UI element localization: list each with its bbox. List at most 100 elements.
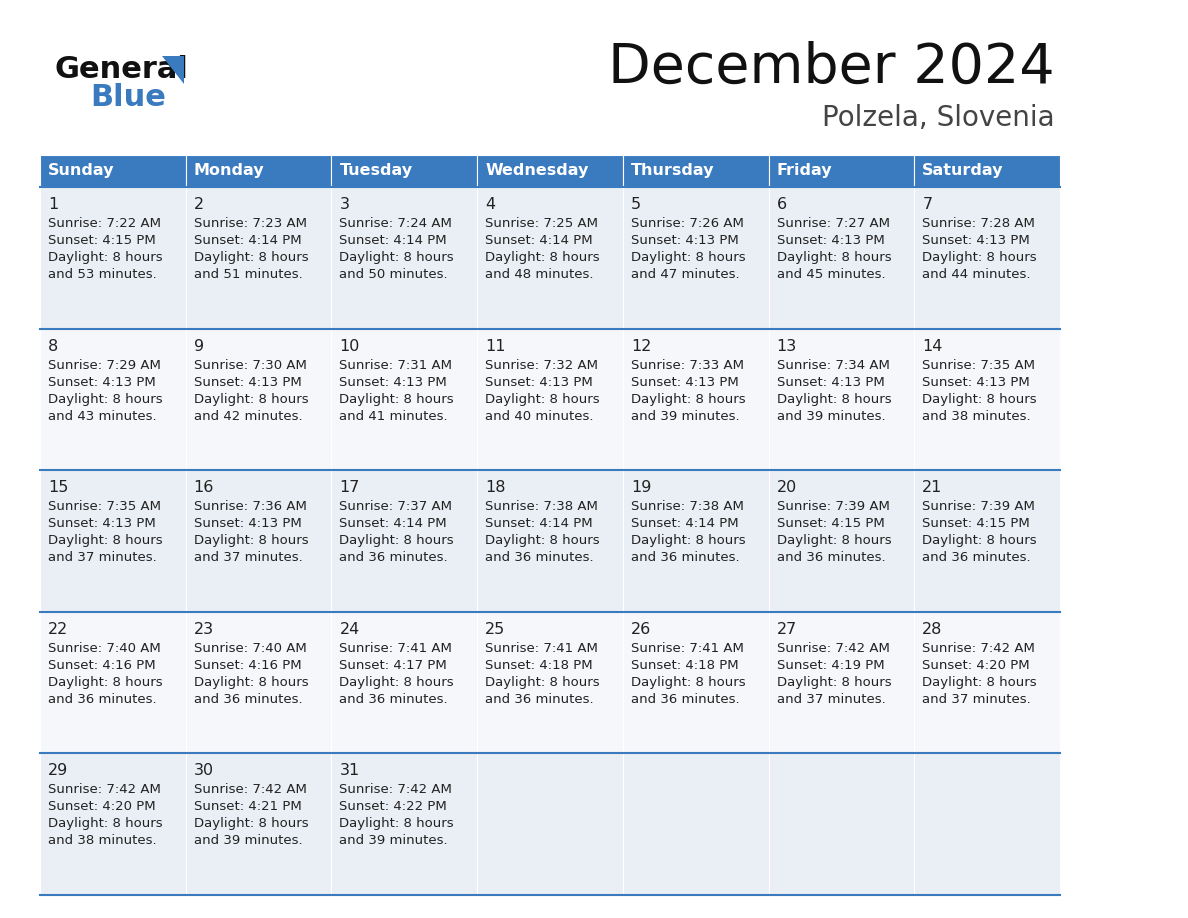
Text: Sunrise: 7:41 AM: Sunrise: 7:41 AM <box>631 642 744 655</box>
Text: 28: 28 <box>922 621 942 637</box>
Text: Sunset: 4:14 PM: Sunset: 4:14 PM <box>485 234 593 247</box>
Text: Daylight: 8 hours: Daylight: 8 hours <box>194 817 309 831</box>
Text: Sunset: 4:18 PM: Sunset: 4:18 PM <box>485 659 593 672</box>
Text: and 48 minutes.: and 48 minutes. <box>485 268 594 281</box>
Bar <box>623 470 769 611</box>
Text: Sunset: 4:13 PM: Sunset: 4:13 PM <box>631 375 739 388</box>
Text: 19: 19 <box>631 480 651 495</box>
Text: Sunrise: 7:32 AM: Sunrise: 7:32 AM <box>485 359 598 372</box>
Text: Daylight: 8 hours: Daylight: 8 hours <box>194 393 309 406</box>
Text: and 53 minutes.: and 53 minutes. <box>48 268 157 281</box>
Text: Sunrise: 7:38 AM: Sunrise: 7:38 AM <box>485 500 598 513</box>
Bar <box>331 611 478 754</box>
Text: Sunrise: 7:29 AM: Sunrise: 7:29 AM <box>48 359 160 372</box>
Text: Sunrise: 7:28 AM: Sunrise: 7:28 AM <box>922 217 1035 230</box>
Text: Sunrise: 7:25 AM: Sunrise: 7:25 AM <box>485 217 598 230</box>
Text: and 42 minutes.: and 42 minutes. <box>194 409 302 422</box>
Text: Sunrise: 7:27 AM: Sunrise: 7:27 AM <box>777 217 890 230</box>
Text: Sunrise: 7:42 AM: Sunrise: 7:42 AM <box>777 642 890 655</box>
Text: and 36 minutes.: and 36 minutes. <box>485 551 594 565</box>
Bar <box>478 470 623 611</box>
Bar <box>331 470 478 611</box>
Text: Sunrise: 7:38 AM: Sunrise: 7:38 AM <box>631 500 744 513</box>
Bar <box>769 754 915 895</box>
Text: and 36 minutes.: and 36 minutes. <box>777 551 885 565</box>
Text: and 37 minutes.: and 37 minutes. <box>48 551 157 565</box>
Bar <box>769 329 915 470</box>
Text: and 36 minutes.: and 36 minutes. <box>48 693 157 706</box>
Text: Daylight: 8 hours: Daylight: 8 hours <box>485 251 600 264</box>
Text: Tuesday: Tuesday <box>340 163 412 178</box>
Text: Polzela, Slovenia: Polzela, Slovenia <box>822 104 1055 132</box>
Text: and 36 minutes.: and 36 minutes. <box>194 693 302 706</box>
Bar <box>478 329 623 470</box>
Bar <box>40 329 185 470</box>
Bar <box>769 611 915 754</box>
Text: and 36 minutes.: and 36 minutes. <box>340 693 448 706</box>
Text: Sunset: 4:13 PM: Sunset: 4:13 PM <box>340 375 447 388</box>
Text: 4: 4 <box>485 197 495 212</box>
Text: Sunset: 4:17 PM: Sunset: 4:17 PM <box>340 659 447 672</box>
Text: and 36 minutes.: and 36 minutes. <box>340 551 448 565</box>
Bar <box>478 754 623 895</box>
Text: 20: 20 <box>777 480 797 495</box>
Text: Sunset: 4:13 PM: Sunset: 4:13 PM <box>777 375 884 388</box>
Text: and 39 minutes.: and 39 minutes. <box>777 409 885 422</box>
Bar <box>331 155 478 187</box>
Text: Daylight: 8 hours: Daylight: 8 hours <box>631 393 746 406</box>
Text: and 51 minutes.: and 51 minutes. <box>194 268 303 281</box>
Text: Sunrise: 7:41 AM: Sunrise: 7:41 AM <box>485 642 598 655</box>
Text: 5: 5 <box>631 197 642 212</box>
Text: Daylight: 8 hours: Daylight: 8 hours <box>922 393 1037 406</box>
Text: Sunrise: 7:31 AM: Sunrise: 7:31 AM <box>340 359 453 372</box>
Text: Wednesday: Wednesday <box>485 163 588 178</box>
Text: Daylight: 8 hours: Daylight: 8 hours <box>48 393 163 406</box>
Text: Daylight: 8 hours: Daylight: 8 hours <box>194 534 309 547</box>
Text: Daylight: 8 hours: Daylight: 8 hours <box>340 534 454 547</box>
Text: Sunrise: 7:22 AM: Sunrise: 7:22 AM <box>48 217 162 230</box>
Text: Daylight: 8 hours: Daylight: 8 hours <box>340 393 454 406</box>
Bar <box>331 329 478 470</box>
Text: Sunrise: 7:33 AM: Sunrise: 7:33 AM <box>631 359 744 372</box>
Bar <box>40 187 185 329</box>
Text: and 36 minutes.: and 36 minutes. <box>631 551 739 565</box>
Text: Daylight: 8 hours: Daylight: 8 hours <box>485 534 600 547</box>
Text: Sunset: 4:13 PM: Sunset: 4:13 PM <box>922 234 1030 247</box>
Bar <box>915 329 1060 470</box>
Bar <box>185 155 331 187</box>
Text: Sunset: 4:20 PM: Sunset: 4:20 PM <box>922 659 1030 672</box>
Text: Monday: Monday <box>194 163 265 178</box>
Text: 10: 10 <box>340 339 360 353</box>
Text: Daylight: 8 hours: Daylight: 8 hours <box>485 393 600 406</box>
Text: Sunset: 4:14 PM: Sunset: 4:14 PM <box>631 517 739 531</box>
Text: 22: 22 <box>48 621 68 637</box>
Text: Sunset: 4:21 PM: Sunset: 4:21 PM <box>194 800 302 813</box>
Text: and 37 minutes.: and 37 minutes. <box>777 693 885 706</box>
Text: Sunrise: 7:42 AM: Sunrise: 7:42 AM <box>922 642 1035 655</box>
Text: Sunset: 4:13 PM: Sunset: 4:13 PM <box>194 375 302 388</box>
Text: Sunrise: 7:36 AM: Sunrise: 7:36 AM <box>194 500 307 513</box>
Text: and 37 minutes.: and 37 minutes. <box>922 693 1031 706</box>
Text: Sunset: 4:13 PM: Sunset: 4:13 PM <box>485 375 593 388</box>
Text: Sunset: 4:13 PM: Sunset: 4:13 PM <box>48 517 156 531</box>
Text: 29: 29 <box>48 764 68 778</box>
Text: 26: 26 <box>631 621 651 637</box>
Text: 25: 25 <box>485 621 505 637</box>
Text: 24: 24 <box>340 621 360 637</box>
Text: Sunrise: 7:23 AM: Sunrise: 7:23 AM <box>194 217 307 230</box>
Text: and 43 minutes.: and 43 minutes. <box>48 409 157 422</box>
Text: Sunset: 4:14 PM: Sunset: 4:14 PM <box>340 517 447 531</box>
Text: Daylight: 8 hours: Daylight: 8 hours <box>194 676 309 688</box>
Text: Sunset: 4:18 PM: Sunset: 4:18 PM <box>631 659 739 672</box>
Text: Sunrise: 7:39 AM: Sunrise: 7:39 AM <box>922 500 1035 513</box>
Text: 2: 2 <box>194 197 204 212</box>
Text: 11: 11 <box>485 339 506 353</box>
Text: Sunset: 4:14 PM: Sunset: 4:14 PM <box>340 234 447 247</box>
Text: 3: 3 <box>340 197 349 212</box>
Text: Sunrise: 7:37 AM: Sunrise: 7:37 AM <box>340 500 453 513</box>
Bar <box>915 155 1060 187</box>
Bar <box>915 187 1060 329</box>
Text: Sunrise: 7:41 AM: Sunrise: 7:41 AM <box>340 642 453 655</box>
Text: and 45 minutes.: and 45 minutes. <box>777 268 885 281</box>
Text: Sunset: 4:14 PM: Sunset: 4:14 PM <box>485 517 593 531</box>
